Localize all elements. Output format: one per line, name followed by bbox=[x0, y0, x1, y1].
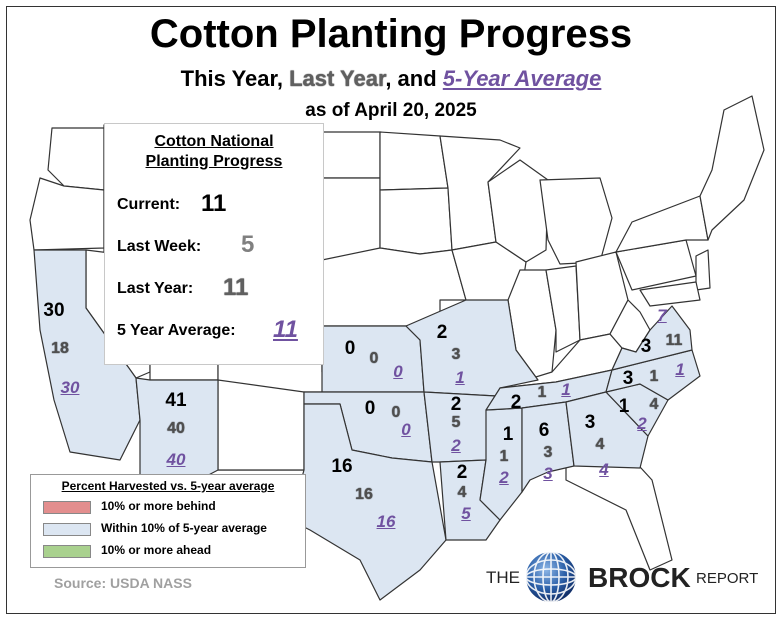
page-title: Cotton Planting Progress bbox=[149, 12, 633, 56]
state-new-jersey bbox=[695, 249, 711, 291]
national-progress-box: Cotton National Planting Progress Current… bbox=[104, 123, 324, 365]
tennessee-avg: 1 bbox=[561, 380, 571, 399]
logo-report: REPORT bbox=[696, 570, 759, 587]
louisiana-current: 2 bbox=[456, 462, 468, 483]
subtitle-this-year: This Year, bbox=[180, 66, 290, 91]
oklahoma-avg: 0 bbox=[401, 420, 411, 439]
legend-label-behind: 10% or more behind bbox=[101, 499, 216, 513]
missouri-avg: 1 bbox=[455, 368, 465, 387]
virginia-avg: 7 bbox=[657, 306, 667, 325]
legend: Percent Harvested vs. 5-year average 10%… bbox=[30, 474, 306, 568]
virginia-last-year: 11 bbox=[665, 332, 683, 349]
california-avg: 30 bbox=[60, 378, 80, 397]
legend-label-within: Within 10% of 5-year average bbox=[101, 521, 267, 535]
state-indiana bbox=[545, 265, 581, 353]
state-michigan bbox=[539, 177, 613, 265]
texas-avg: 16 bbox=[376, 512, 396, 531]
georgia-last-year: 4 bbox=[595, 436, 605, 453]
globe-icon bbox=[525, 551, 577, 603]
oklahoma-current: 0 bbox=[364, 398, 376, 419]
state-maryland bbox=[639, 281, 701, 307]
state-georgia bbox=[565, 391, 649, 469]
texas-current: 16 bbox=[331, 456, 353, 477]
south-carolina-current: 1 bbox=[618, 396, 630, 417]
national-heading: Cotton National Planting Progress bbox=[105, 132, 323, 172]
state-california bbox=[33, 249, 141, 461]
texas-last-year: 16 bbox=[355, 486, 373, 503]
louisiana-last-year: 4 bbox=[457, 484, 467, 501]
mississippi-current: 1 bbox=[502, 424, 514, 445]
cotton-states bbox=[33, 249, 701, 601]
state-new-mexico bbox=[217, 379, 305, 471]
last-week-label: Last Week: bbox=[117, 238, 202, 255]
missouri-last-year: 3 bbox=[451, 346, 461, 363]
state-washington bbox=[47, 127, 105, 191]
state-wyoming bbox=[321, 177, 381, 261]
subtitle-and: , and bbox=[385, 66, 443, 91]
last-year-label: Last Year: bbox=[117, 280, 194, 297]
north-carolina-avg: 1 bbox=[675, 360, 685, 379]
arkansas-current: 2 bbox=[450, 394, 462, 415]
state-montana bbox=[321, 131, 381, 179]
national-heading-line2: Planting Progress bbox=[145, 153, 283, 170]
brock-report-logo: THE BROCK REPORT bbox=[486, 548, 766, 608]
kansas-last-year: 0 bbox=[369, 350, 379, 367]
legend-swatch-ahead bbox=[43, 545, 91, 558]
alabama-avg: 3 bbox=[543, 464, 553, 483]
state-north-dakota bbox=[379, 131, 449, 191]
oklahoma-last-year: 0 bbox=[391, 404, 401, 421]
logo-brock: BROCK bbox=[588, 562, 691, 593]
legend-label-ahead: 10% or more ahead bbox=[101, 543, 212, 557]
mississippi-avg: 2 bbox=[499, 468, 509, 487]
mississippi-last-year: 1 bbox=[499, 448, 509, 465]
north-carolina-last-year: 1 bbox=[649, 368, 659, 385]
page-subtitle: This Year, Last Year, and 5-Year Average bbox=[0, 66, 782, 92]
legend-title: Percent Harvested vs. 5-year average bbox=[61, 479, 275, 493]
state-virginia bbox=[611, 305, 693, 371]
kansas-avg: 0 bbox=[393, 362, 403, 381]
logo-the: THE bbox=[486, 568, 520, 587]
kansas-current: 0 bbox=[344, 338, 356, 359]
state-south-dakota bbox=[379, 187, 453, 255]
current-label: Current: bbox=[117, 196, 181, 213]
california-current: 30 bbox=[43, 300, 65, 321]
legend-swatch-within bbox=[43, 523, 91, 536]
source-note: Source: USDA NASS bbox=[54, 575, 192, 591]
last-year-value: 11 bbox=[223, 274, 249, 301]
arizona-avg: 40 bbox=[166, 450, 186, 469]
virginia-current: 3 bbox=[640, 336, 652, 357]
arizona-last-year: 40 bbox=[167, 420, 185, 437]
legend-swatch-behind bbox=[43, 501, 91, 514]
state-new-england bbox=[699, 95, 765, 241]
current-value: 11 bbox=[201, 190, 227, 217]
arkansas-avg: 2 bbox=[451, 436, 461, 455]
national-heading-line1: Cotton National bbox=[154, 133, 274, 150]
last-week-value: 5 bbox=[241, 231, 255, 258]
missouri-current: 2 bbox=[436, 322, 448, 343]
subtitle-five-year-average: 5-Year Average bbox=[442, 66, 602, 91]
avg-value: 11 bbox=[273, 316, 298, 343]
avg-label: 5 Year Average: bbox=[117, 322, 236, 339]
california-last-year: 18 bbox=[51, 340, 69, 357]
state-new-york bbox=[615, 195, 709, 253]
georgia-current: 3 bbox=[584, 412, 596, 433]
state-oregon bbox=[29, 177, 105, 251]
south-carolina-avg: 2 bbox=[637, 414, 647, 433]
alabama-current: 6 bbox=[538, 420, 550, 441]
tennessee-last-year: 1 bbox=[537, 384, 547, 401]
south-carolina-last-year: 4 bbox=[649, 396, 659, 413]
state-missouri bbox=[405, 299, 539, 397]
alabama-last-year: 3 bbox=[543, 444, 553, 461]
arizona-current: 41 bbox=[165, 390, 187, 411]
subtitle-last-year: Last Year bbox=[289, 66, 386, 91]
louisiana-avg: 5 bbox=[461, 504, 471, 523]
north-carolina-current: 3 bbox=[622, 368, 634, 389]
state-wisconsin bbox=[487, 159, 549, 263]
tennessee-current: 2 bbox=[510, 392, 522, 413]
report-date: as of April 20, 2025 bbox=[305, 100, 477, 121]
arkansas-last-year: 5 bbox=[451, 414, 461, 431]
georgia-avg: 4 bbox=[599, 460, 609, 479]
